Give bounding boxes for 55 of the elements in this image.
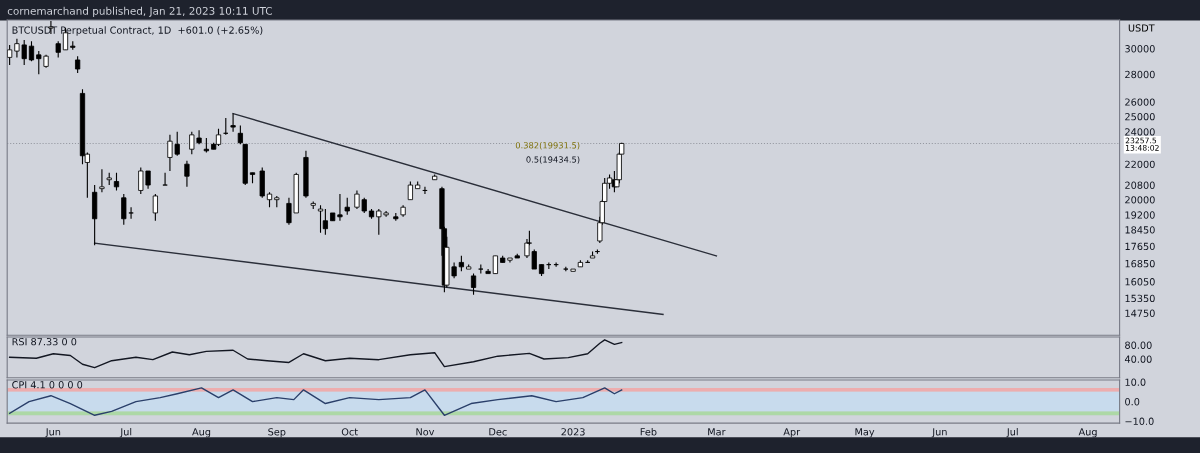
y-tick-label: 0.0 bbox=[1125, 398, 1140, 406]
candlestick bbox=[317, 204, 324, 234]
candlestick bbox=[337, 193, 343, 222]
x-tick-label: 2023 bbox=[561, 428, 585, 436]
y-tick-label: 24000 bbox=[1125, 128, 1155, 136]
y-tick-label: 17650 bbox=[1125, 242, 1155, 251]
candlestick bbox=[121, 193, 127, 226]
y-tick-label: 80.00 bbox=[1125, 341, 1152, 349]
y-tick-label: 18450 bbox=[1125, 226, 1155, 234]
x-tick-label: Aug bbox=[1078, 428, 1097, 438]
y-tick-label: 20800 bbox=[1125, 181, 1155, 189]
y-tick-label: 25000 bbox=[1125, 113, 1155, 121]
y-tick-label: 22000 bbox=[1125, 160, 1155, 168]
y-tick-label: 26000 bbox=[1125, 98, 1155, 106]
annotation: 0.5(19434.5) bbox=[526, 156, 580, 164]
y-tick-label: 20000 bbox=[1125, 196, 1155, 204]
candlestick bbox=[322, 208, 328, 236]
annotation: 0.382(19931.5) bbox=[515, 142, 580, 150]
y-tick-label: 14750 bbox=[1125, 309, 1155, 317]
candlestick bbox=[99, 168, 105, 193]
x-tick-label: Oct bbox=[341, 428, 358, 436]
candlestick bbox=[407, 180, 413, 201]
x-tick-label: Jun bbox=[45, 428, 61, 438]
y-tick-label: 28000 bbox=[1125, 70, 1155, 79]
y-tick-label: 16050 bbox=[1125, 278, 1155, 286]
x-tick-label: Jul bbox=[1006, 427, 1018, 438]
chart-title: CPI 4.1 0 0 0 0 bbox=[12, 381, 83, 389]
x-tick-label: Jul bbox=[119, 427, 132, 438]
y-tick-label: 19200 bbox=[1125, 211, 1155, 219]
x-tick-label: Mar bbox=[708, 428, 726, 436]
line-series bbox=[8, 387, 623, 416]
candlestick bbox=[184, 160, 190, 188]
candlestick bbox=[470, 273, 477, 296]
x-tick-label: Sep bbox=[268, 428, 286, 438]
text: cornemarchand published, Jan 21, 2023 10:11 UTC bbox=[7, 6, 272, 17]
x-tick-label: Feb bbox=[640, 427, 657, 436]
y-tick-label: 30000 bbox=[1125, 45, 1155, 53]
x-tick-label: Nov bbox=[416, 428, 435, 436]
x-tick-label: May bbox=[855, 428, 875, 438]
x-tick-label: Dec bbox=[489, 428, 507, 436]
x-tick-label: Aug bbox=[192, 428, 211, 438]
y-tick-label: −10.0 bbox=[1125, 417, 1154, 425]
candlestick bbox=[162, 172, 168, 186]
x-tick-label: Apr bbox=[783, 428, 801, 438]
y-tick-label: 40.00 bbox=[1124, 355, 1152, 363]
chart-title: RSI 87.33 0 0 bbox=[12, 338, 77, 346]
candlestick bbox=[152, 193, 158, 222]
candlestick bbox=[128, 206, 134, 220]
y-tick-label: 15350 bbox=[1125, 294, 1155, 303]
y-tick-label: 10.0 bbox=[1125, 378, 1146, 386]
y-tick-label: 16850 bbox=[1125, 259, 1155, 268]
y-axis-title: USDT bbox=[1128, 24, 1155, 32]
line-series bbox=[8, 339, 623, 369]
candlestick bbox=[230, 113, 236, 133]
x-tick-label: Jun bbox=[931, 428, 947, 438]
